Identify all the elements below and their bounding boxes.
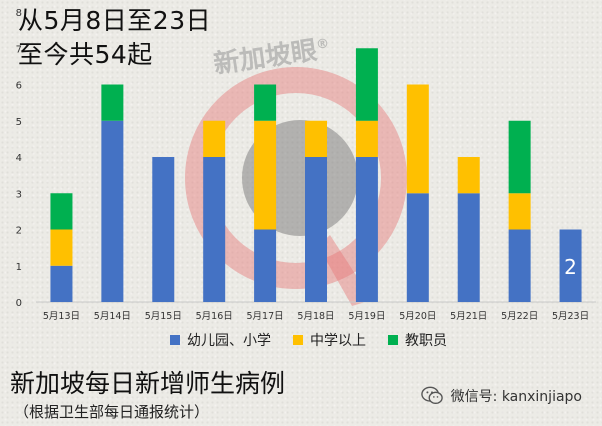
y-tick-label: 7	[16, 44, 22, 55]
bar-segment-kindergarten-primary	[305, 157, 327, 302]
legend-swatch	[170, 335, 180, 345]
legend-item-staff: 教职员	[388, 330, 447, 350]
bar-segment-kindergarten-primary	[406, 193, 429, 302]
x-tick-label: 5月18日	[297, 311, 334, 322]
y-tick-label: 5	[16, 117, 22, 128]
y-tick-label: 3	[16, 189, 22, 200]
bar-segment-secondary	[305, 120, 327, 157]
bar-segment-kindergarten-primary	[101, 120, 124, 302]
x-tick-label: 5月19日	[348, 311, 385, 322]
x-axis: 5月13日 5月14日 5月15日 5月16日 5月17日 5月18日 5月19日 5月20日…	[43, 311, 589, 322]
x-tick-label: 5月13日	[43, 311, 80, 322]
footer-title: 新加坡每日新增师生病例	[10, 369, 286, 398]
bar-segment-kindergarten-primary	[457, 193, 480, 302]
x-tick-label: 5月16日	[196, 311, 233, 322]
bar-segment-staff	[101, 84, 124, 121]
bar-segment-secondary	[203, 120, 226, 157]
legend-swatch	[293, 335, 303, 345]
bar-segment-secondary	[50, 229, 73, 266]
legend: 幼儿园、小学 中学以上 教职员	[170, 330, 447, 350]
wechat-icon	[420, 386, 443, 405]
bar-segment-secondary	[254, 120, 277, 230]
x-tick-label: 5月17日	[247, 311, 284, 322]
x-tick-label: 5月21日	[450, 311, 487, 322]
bar-segment-staff	[254, 84, 277, 121]
wechat-label: 微信号: kanxinjiapo	[450, 389, 582, 405]
bar-segment-staff	[508, 120, 531, 194]
bar-segment-secondary	[355, 120, 378, 157]
legend-swatch	[388, 335, 398, 345]
footer-subtitle: （根据卫生部每日通报统计）	[14, 403, 210, 421]
legend-label: 教职员	[405, 333, 447, 349]
bar-segment-staff	[50, 193, 73, 230]
data-label: 2	[564, 255, 577, 279]
bar-segment-kindergarten-primary	[152, 157, 175, 302]
x-tick-label: 5月15日	[145, 311, 182, 322]
bar-segment-kindergarten-primary	[254, 229, 277, 302]
x-tick-label: 5月14日	[94, 311, 131, 322]
title-line-1: 从5月8日至23日	[18, 6, 212, 35]
y-tick-label: 1	[16, 262, 22, 273]
y-tick-label: 2	[16, 226, 22, 237]
annotations-group: 2	[564, 255, 577, 279]
x-tick-label: 5月20日	[399, 311, 436, 322]
watermark-ring	[185, 67, 407, 289]
bar-segment-kindergarten-primary	[559, 229, 582, 302]
bars-group	[50, 48, 582, 302]
wechat-id: 微信号: kanxinjiapo	[420, 385, 582, 407]
legend-item-secondary: 中学以上	[293, 330, 366, 350]
legend-label: 中学以上	[310, 333, 366, 349]
bar-segment-kindergarten-primary	[355, 157, 378, 302]
bar-segment-secondary	[508, 193, 531, 230]
y-tick-label: 6	[16, 81, 22, 92]
legend-item-kindergarten-primary: 幼儿园、小学	[170, 330, 271, 350]
y-tick-label: 0	[16, 298, 22, 309]
legend-label: 幼儿园、小学	[187, 333, 271, 349]
title-line-2: 至今共54起	[18, 40, 153, 69]
bar-segment-staff	[355, 48, 378, 121]
x-tick-label: 5月23日	[552, 311, 589, 322]
bar-segment-kindergarten-primary	[508, 229, 531, 302]
bar-segment-secondary	[406, 84, 429, 194]
y-tick-label: 4	[16, 153, 22, 164]
bar-segment-kindergarten-primary	[203, 157, 226, 302]
bar-segment-kindergarten-primary	[50, 265, 73, 302]
bar-segment-secondary	[457, 157, 480, 194]
y-tick-label: 8	[16, 8, 22, 19]
y-axis: 0 1 2 3 4 5 6 7 8	[16, 8, 22, 309]
x-tick-label: 5月22日	[501, 311, 538, 322]
